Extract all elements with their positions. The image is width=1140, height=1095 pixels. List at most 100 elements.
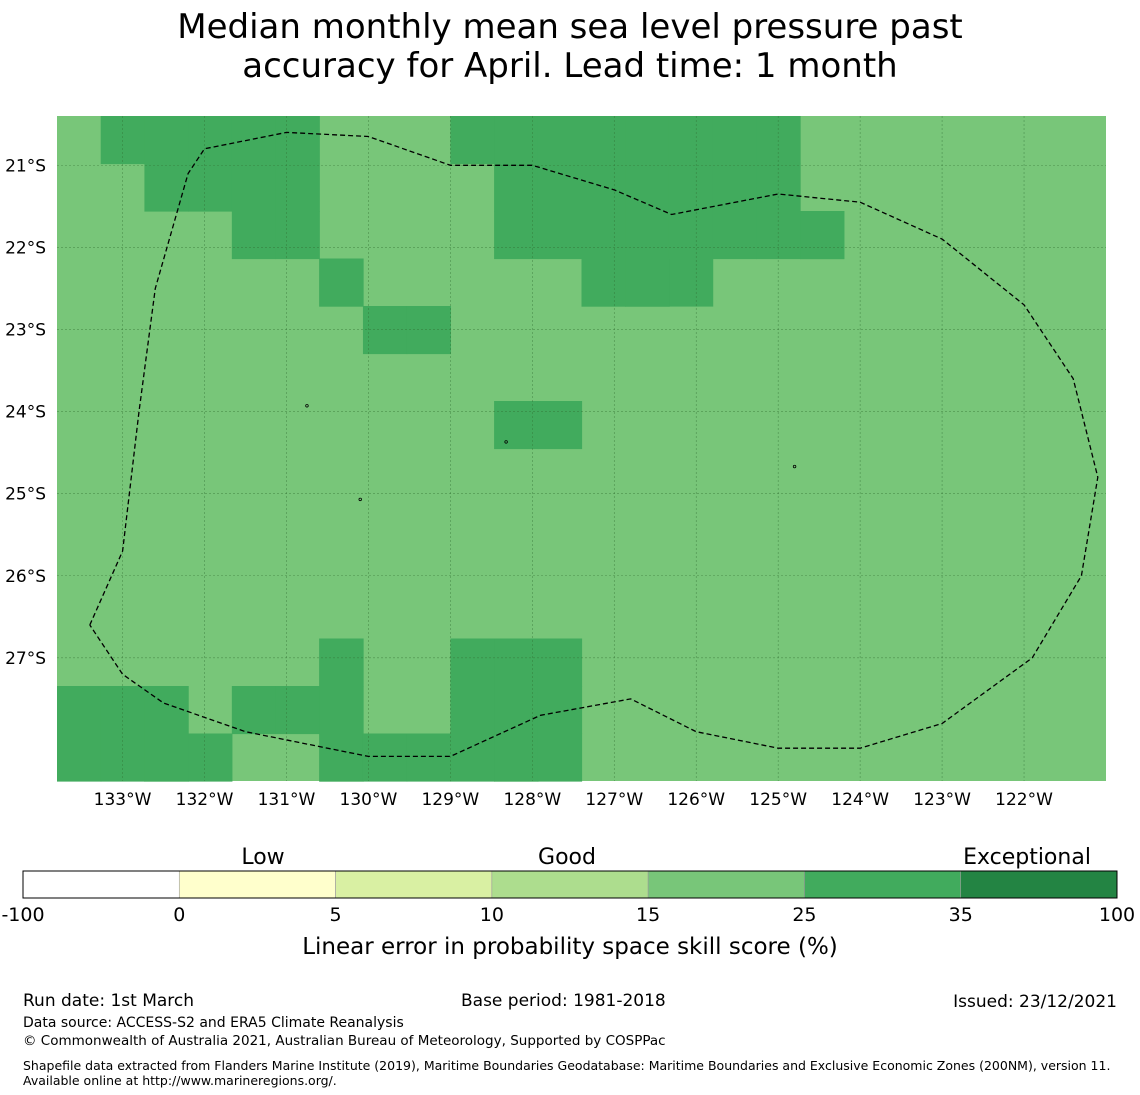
skill-cell-25-35 xyxy=(100,116,146,165)
island-outline xyxy=(504,440,508,444)
island-outline xyxy=(358,497,362,502)
skill-cell-25-35 xyxy=(537,686,583,735)
skill-cell-25-35 xyxy=(494,211,539,260)
skill-cell-25-35 xyxy=(450,638,495,687)
legend-axis-label: Linear error in probability space skill … xyxy=(302,934,838,960)
skill-cell-25-35 xyxy=(668,116,714,165)
base-period: Base period: 1981-2018 xyxy=(461,991,666,1011)
longitude-tick-label: 123°W xyxy=(913,790,971,810)
skill-cell-25-35 xyxy=(494,116,539,165)
island-outline xyxy=(305,404,309,408)
skill-cell-25-35 xyxy=(275,116,320,165)
skill-cell-25-35 xyxy=(581,258,626,307)
longitude-tick-label: 122°W xyxy=(995,790,1053,810)
skill-cell-25-35 xyxy=(319,733,364,782)
skill-cell-25-35 xyxy=(537,163,583,212)
skill-cell-25-35 xyxy=(231,116,277,165)
legend-category-label: Low xyxy=(241,845,284,870)
skill-cell-25-35 xyxy=(188,116,233,165)
skill-cell-25-35 xyxy=(319,258,364,307)
skill-cell-25-35 xyxy=(231,163,277,212)
skill-cell-25-35 xyxy=(712,116,757,165)
latitude-tick-label: 26°S xyxy=(5,567,46,587)
skill-cell-25-35 xyxy=(537,116,583,165)
skill-cell-25-35 xyxy=(537,733,583,782)
longitude-tick-label: 125°W xyxy=(749,790,807,810)
skill-cell-25-35 xyxy=(57,733,102,782)
skill-cell-25-35 xyxy=(275,686,320,735)
legend-category-label: Good xyxy=(538,845,596,870)
data-source: Data source: ACCESS-S2 and ERA5 Climate … xyxy=(23,1015,404,1031)
skill-cell-25-35 xyxy=(494,163,539,212)
legend-bar-frame xyxy=(22,870,1118,899)
skill-cell-25-35 xyxy=(319,638,364,687)
skill-cell-25-35 xyxy=(537,638,583,687)
skill-cell-25-35 xyxy=(275,163,320,212)
skill-cell-25-35 xyxy=(450,686,495,735)
skill-cell-25-35 xyxy=(275,211,320,260)
latitude-tick-label: 23°S xyxy=(5,320,46,340)
skill-cell-25-35 xyxy=(712,163,757,212)
skill-cell-25-35 xyxy=(188,733,233,782)
longitude-tick-label: 126°W xyxy=(667,790,725,810)
latitude-tick-label: 22°S xyxy=(5,238,46,258)
legend-tick-label: 5 xyxy=(330,904,342,926)
skill-cell-25-35 xyxy=(625,258,670,307)
skill-cell-25-35 xyxy=(537,401,583,450)
skill-cell-25-35 xyxy=(756,163,801,212)
skill-cell-25-35 xyxy=(494,686,539,735)
skill-cell-25-35 xyxy=(450,733,495,782)
skill-cell-25-35 xyxy=(494,733,539,782)
legend-tick-label: 25 xyxy=(792,904,816,926)
skill-cell-25-35 xyxy=(100,686,146,735)
skill-cell-25-35 xyxy=(450,116,495,165)
legend-bin-swatch xyxy=(491,870,649,899)
skill-cell-25-35 xyxy=(231,686,277,735)
issued-date: Issued: 23/12/2021 xyxy=(953,992,1117,1012)
latitude-tick-label: 25°S xyxy=(5,485,46,505)
skill-cell-25-35 xyxy=(100,733,146,782)
legend-bin-swatch xyxy=(335,870,493,899)
legend-bin-swatch xyxy=(960,870,1118,899)
skill-cell-25-35 xyxy=(581,163,626,212)
copyright-notice: © Commonwealth of Australia 2021, Austra… xyxy=(23,1033,666,1049)
legend-tick-label: 35 xyxy=(949,904,973,926)
skill-cell-25-35 xyxy=(668,163,714,212)
island-outline xyxy=(792,464,797,469)
latitude-tick-label: 24°S xyxy=(5,403,46,423)
skill-cell-25-35 xyxy=(406,306,451,355)
skill-cell-25-35 xyxy=(756,211,801,260)
legend-tick-label: 0 xyxy=(173,904,185,926)
longitude-tick-label: 130°W xyxy=(340,790,398,810)
chart-title-line-1: Median monthly mean sea level pressure p… xyxy=(177,7,963,47)
legend-tick-label: 100 xyxy=(1099,904,1135,926)
legend-bin-swatch xyxy=(22,870,180,899)
skill-cell-25-35 xyxy=(625,211,670,260)
skill-cell-25-35 xyxy=(625,116,670,165)
legend-bin-swatch xyxy=(178,870,336,899)
skill-cell-25-35 xyxy=(668,258,714,307)
chart-title-line-2: accuracy for April. Lead time: 1 month xyxy=(242,46,898,86)
longitude-tick-label: 124°W xyxy=(831,790,889,810)
longitude-tick-label: 128°W xyxy=(503,790,561,810)
legend-tick-label: -100 xyxy=(1,904,44,926)
skill-cell-25-35 xyxy=(144,733,189,782)
skill-cell-25-35 xyxy=(188,163,233,212)
skill-cell-25-35 xyxy=(144,116,189,165)
run-date: Run date: 1st March xyxy=(23,991,195,1011)
legend-tick-label: 10 xyxy=(480,904,504,926)
legend-bin-swatch xyxy=(647,870,805,899)
skill-cell-25-35 xyxy=(581,211,626,260)
skill-cell-25-35 xyxy=(668,211,714,260)
skill-cell-25-35 xyxy=(494,401,539,450)
skill-cell-25-35 xyxy=(231,211,277,260)
legend-tick-label: 15 xyxy=(636,904,660,926)
skill-cell-25-35 xyxy=(581,116,626,165)
skill-cell-25-35 xyxy=(800,211,845,260)
skill-cell-25-35 xyxy=(144,163,189,212)
skill-cell-25-35 xyxy=(406,733,451,782)
shapefile-credit: Shapefile data extracted from Flanders M… xyxy=(23,1058,1111,1088)
latitude-tick-label: 21°S xyxy=(5,156,46,176)
skill-cell-25-35 xyxy=(57,686,102,735)
